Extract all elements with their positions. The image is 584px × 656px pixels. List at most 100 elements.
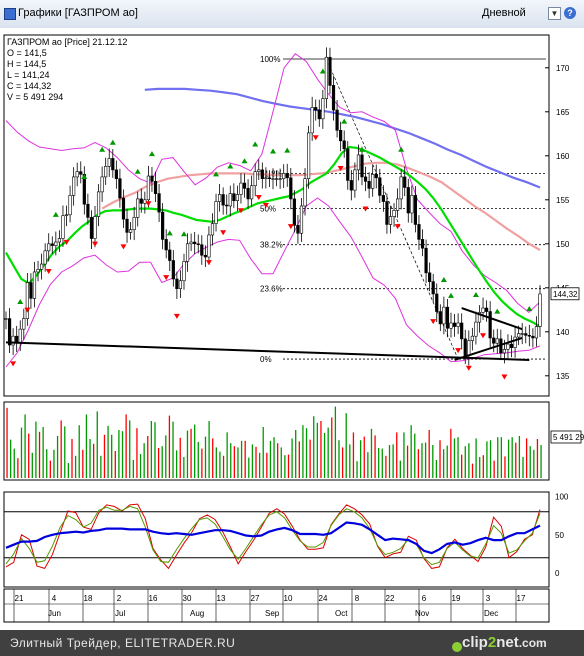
swing-high-marker <box>472 291 479 297</box>
volume-bar <box>464 446 466 478</box>
candle-body <box>260 169 264 179</box>
candle-body <box>403 176 407 188</box>
candle-body <box>267 177 272 179</box>
volume-bar <box>414 433 416 478</box>
candle-body <box>118 178 122 199</box>
candle-body <box>339 129 343 142</box>
volume-bar <box>396 432 398 478</box>
price-candle <box>157 183 161 222</box>
price-candle <box>492 329 496 353</box>
price-candle <box>442 296 446 335</box>
price-candle <box>378 168 382 203</box>
date-axis-panel <box>3 588 550 623</box>
date-axis-label: 16 <box>149 594 158 603</box>
footer-bar: Элитный Трейдер, ELITETRADER.RU clip2net… <box>0 630 584 656</box>
price-candle <box>346 141 350 190</box>
price-candle <box>168 241 172 272</box>
swing-high-marker <box>448 292 454 298</box>
swing-high-marker <box>341 118 348 124</box>
candle-body <box>321 98 325 120</box>
price-candle <box>64 205 69 227</box>
candle-body <box>39 263 44 270</box>
legend-close: C = 144,32 <box>7 81 51 91</box>
volume-bar <box>129 420 131 478</box>
price-candle <box>324 47 329 109</box>
price-candle <box>210 213 215 246</box>
volume-bar <box>42 427 44 478</box>
volume-bar <box>6 407 8 478</box>
candle-body <box>502 349 507 354</box>
candle-body <box>481 307 485 313</box>
price-candle <box>264 167 268 189</box>
volume-bar <box>349 444 351 478</box>
candle-body <box>161 211 165 240</box>
candle-body <box>175 278 179 289</box>
volume-bar <box>92 443 95 478</box>
price-candle <box>435 283 439 323</box>
volume-bar <box>486 441 488 478</box>
swing-high-marker <box>359 146 365 152</box>
price-candle <box>36 260 40 282</box>
price-candle <box>54 231 58 256</box>
price-candle <box>509 335 514 358</box>
period-dropdown-arrow-icon[interactable]: ▼ <box>548 7 561 20</box>
oscillator-axis-label: 100 <box>555 493 569 502</box>
swing-low-marker <box>262 202 269 208</box>
volume-bar <box>287 454 290 478</box>
oscillator-axis-label: 50 <box>555 531 564 540</box>
volume-bar <box>49 460 51 478</box>
price-candle <box>438 304 442 332</box>
date-axis-label: 22 <box>386 594 395 603</box>
price-candle <box>278 168 282 189</box>
candle-body <box>164 239 168 251</box>
volume-bar <box>269 440 272 478</box>
price-candle <box>271 168 275 190</box>
volume-bar <box>183 457 185 478</box>
swing-low-marker <box>92 241 98 247</box>
volume-bar <box>85 414 88 478</box>
candle-body <box>54 241 58 246</box>
volume-bar <box>515 442 517 478</box>
candle-body <box>356 154 361 171</box>
candle-body <box>531 335 535 339</box>
date-axis-label: 17 <box>517 594 526 603</box>
price-candle <box>445 299 450 338</box>
volume-bar <box>96 411 98 478</box>
price-candle <box>339 121 343 152</box>
volume-last-label: 5 491 29 <box>553 433 584 442</box>
swing-low-marker <box>362 206 369 212</box>
candle-body <box>64 214 69 216</box>
candle-body <box>506 343 510 350</box>
volume-bar <box>529 446 531 478</box>
swing-low-marker <box>10 361 17 367</box>
help-button[interactable]: ? <box>564 7 576 19</box>
volume-bar <box>316 422 318 478</box>
candle-body <box>132 217 136 231</box>
volume-bar <box>258 452 261 478</box>
volume-bar <box>154 422 156 478</box>
swing-low-marker <box>255 195 262 201</box>
volume-bar <box>262 427 264 478</box>
bollinger-upper-line <box>5 53 541 314</box>
legend-open: O = 141,5 <box>7 48 47 58</box>
price-candle <box>353 162 357 198</box>
price-candle <box>392 203 396 227</box>
price-candle <box>111 149 115 178</box>
candle-body <box>50 243 54 246</box>
candle-body <box>250 185 254 200</box>
swing-low-marker <box>220 230 227 236</box>
period-select[interactable]: Дневной <box>482 7 526 19</box>
candle-body <box>225 204 229 207</box>
candle-body <box>96 191 101 217</box>
price-candle <box>538 285 542 337</box>
candle-body <box>168 249 172 261</box>
price-candle <box>232 183 236 208</box>
candle-body <box>136 198 140 218</box>
volume-bar <box>125 414 127 478</box>
volume-bar <box>536 439 539 478</box>
swing-high-marker <box>398 146 405 152</box>
fibonacci-level-label: 38.2% <box>260 241 283 250</box>
volume-bar <box>82 449 84 478</box>
candle-body <box>399 176 403 200</box>
price-candle <box>121 189 126 228</box>
